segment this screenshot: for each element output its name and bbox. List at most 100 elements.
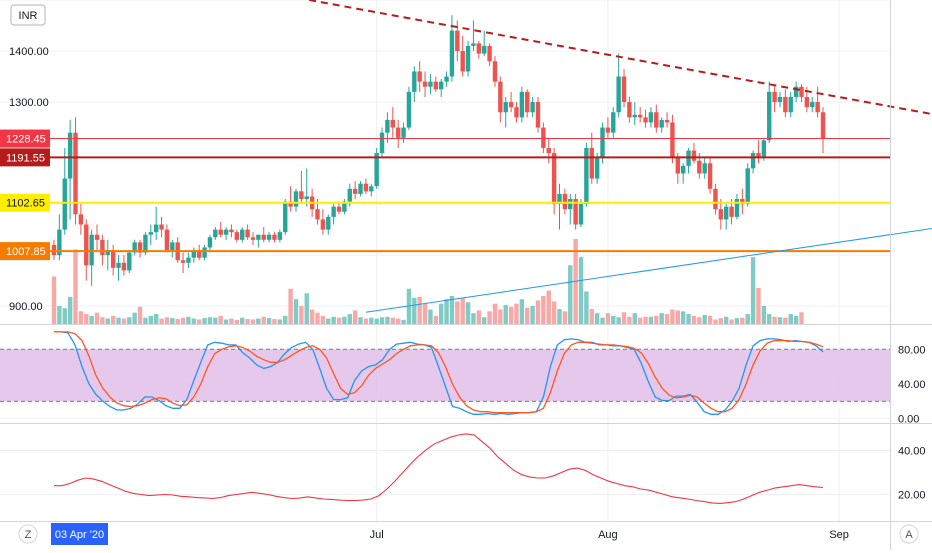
time-tick-label: Jul	[370, 529, 384, 541]
price-tag-box	[0, 193, 50, 212]
candle-body	[745, 168, 750, 205]
candle-body	[750, 153, 756, 169]
support-trendline	[365, 227, 932, 313]
volume-bar	[750, 257, 756, 324]
candle-body	[573, 198, 578, 225]
volume-bar	[643, 316, 648, 324]
volume-bar	[347, 314, 352, 324]
auto-scale-label: A	[905, 529, 913, 541]
price-tag-box	[0, 148, 50, 167]
volume-bar	[67, 296, 73, 324]
candle-body	[229, 229, 234, 233]
candle-body	[541, 127, 546, 148]
candle-body	[116, 262, 121, 268]
candle-body	[465, 45, 471, 72]
volume-bar	[218, 315, 223, 324]
candle-body	[756, 153, 761, 159]
candle-body	[637, 114, 643, 118]
volume-bar	[116, 317, 121, 324]
candle-body	[767, 91, 772, 141]
volume-bar	[589, 309, 594, 324]
price-tag-label: 1007.85	[6, 246, 46, 258]
volume-bar	[471, 313, 476, 324]
candle-body	[385, 119, 390, 133]
candle-body	[605, 127, 611, 133]
candle-body	[611, 112, 616, 133]
volume-bar	[525, 307, 530, 324]
volume-bar	[455, 301, 460, 324]
candle-body	[530, 102, 535, 113]
candle-body	[186, 257, 191, 263]
volume-bar	[245, 319, 250, 324]
log-scale-button[interactable]: Z	[18, 524, 38, 544]
candle-body	[84, 224, 89, 266]
candle-body	[594, 158, 600, 179]
candle-body	[132, 242, 137, 253]
volume-bar	[186, 316, 191, 324]
candle-body	[514, 107, 519, 118]
candle-body	[460, 51, 465, 72]
volume-bar	[363, 318, 369, 324]
candle-body	[734, 198, 740, 217]
volume-bar	[648, 316, 654, 324]
candle-body	[761, 140, 767, 159]
volume-bar	[498, 309, 503, 324]
currency-badge[interactable]: INR	[10, 4, 46, 26]
candle-body	[428, 81, 433, 87]
volume-bar	[707, 315, 713, 324]
volume-bar	[734, 318, 740, 324]
volume-bar	[385, 316, 390, 324]
volume-bar	[670, 309, 675, 324]
volume-bar	[110, 315, 116, 324]
candle-body	[815, 102, 820, 113]
volume-bar	[444, 299, 449, 324]
candle-body	[202, 247, 207, 258]
candle-body	[288, 201, 293, 207]
candle-body	[272, 234, 277, 240]
volume-bar	[637, 317, 643, 324]
volume-bar	[761, 305, 767, 324]
volume-bar	[84, 314, 89, 324]
volume-bar	[369, 317, 374, 324]
volume-bar	[788, 314, 793, 324]
candle-body	[600, 127, 605, 159]
candle-body	[374, 153, 379, 187]
candle-body	[121, 262, 127, 271]
candle-body	[315, 209, 320, 220]
stoch-tick-label: 40.00	[898, 379, 926, 391]
indicator-tick-label: 40.00	[898, 445, 926, 457]
candle-body	[250, 237, 256, 240]
volume-bar	[309, 309, 315, 324]
candle-body	[256, 234, 261, 240]
volume-bar	[476, 310, 482, 324]
candle-body	[508, 102, 514, 108]
volume-bar	[78, 311, 84, 324]
candle-body	[455, 30, 460, 52]
volume-bar	[401, 319, 406, 324]
indicator-tick-label: 20.00	[898, 490, 926, 502]
volume-bar	[390, 317, 395, 324]
candle-body	[820, 112, 826, 139]
volume-bar	[530, 305, 535, 324]
candle-body	[94, 234, 100, 240]
volume-bar	[422, 303, 428, 324]
volume-bar	[358, 317, 363, 324]
volume-bar	[541, 295, 546, 324]
volume-bar	[272, 319, 277, 324]
candle-body	[476, 43, 482, 54]
candle-body	[180, 260, 186, 263]
volume-bar	[546, 290, 551, 324]
auto-scale-button[interactable]: A	[899, 524, 919, 544]
candle-body	[643, 117, 648, 123]
volume-bar	[514, 303, 519, 324]
volume-bar	[594, 313, 600, 324]
candle-body	[691, 150, 697, 161]
candle-body	[675, 158, 681, 174]
volume-bar	[170, 318, 175, 324]
candle-body	[417, 71, 422, 82]
time-axis[interactable]: 03 Apr '20JulAugSepOctNovDec	[51, 523, 932, 545]
volume-bar	[433, 315, 439, 324]
candle-body	[51, 244, 57, 256]
